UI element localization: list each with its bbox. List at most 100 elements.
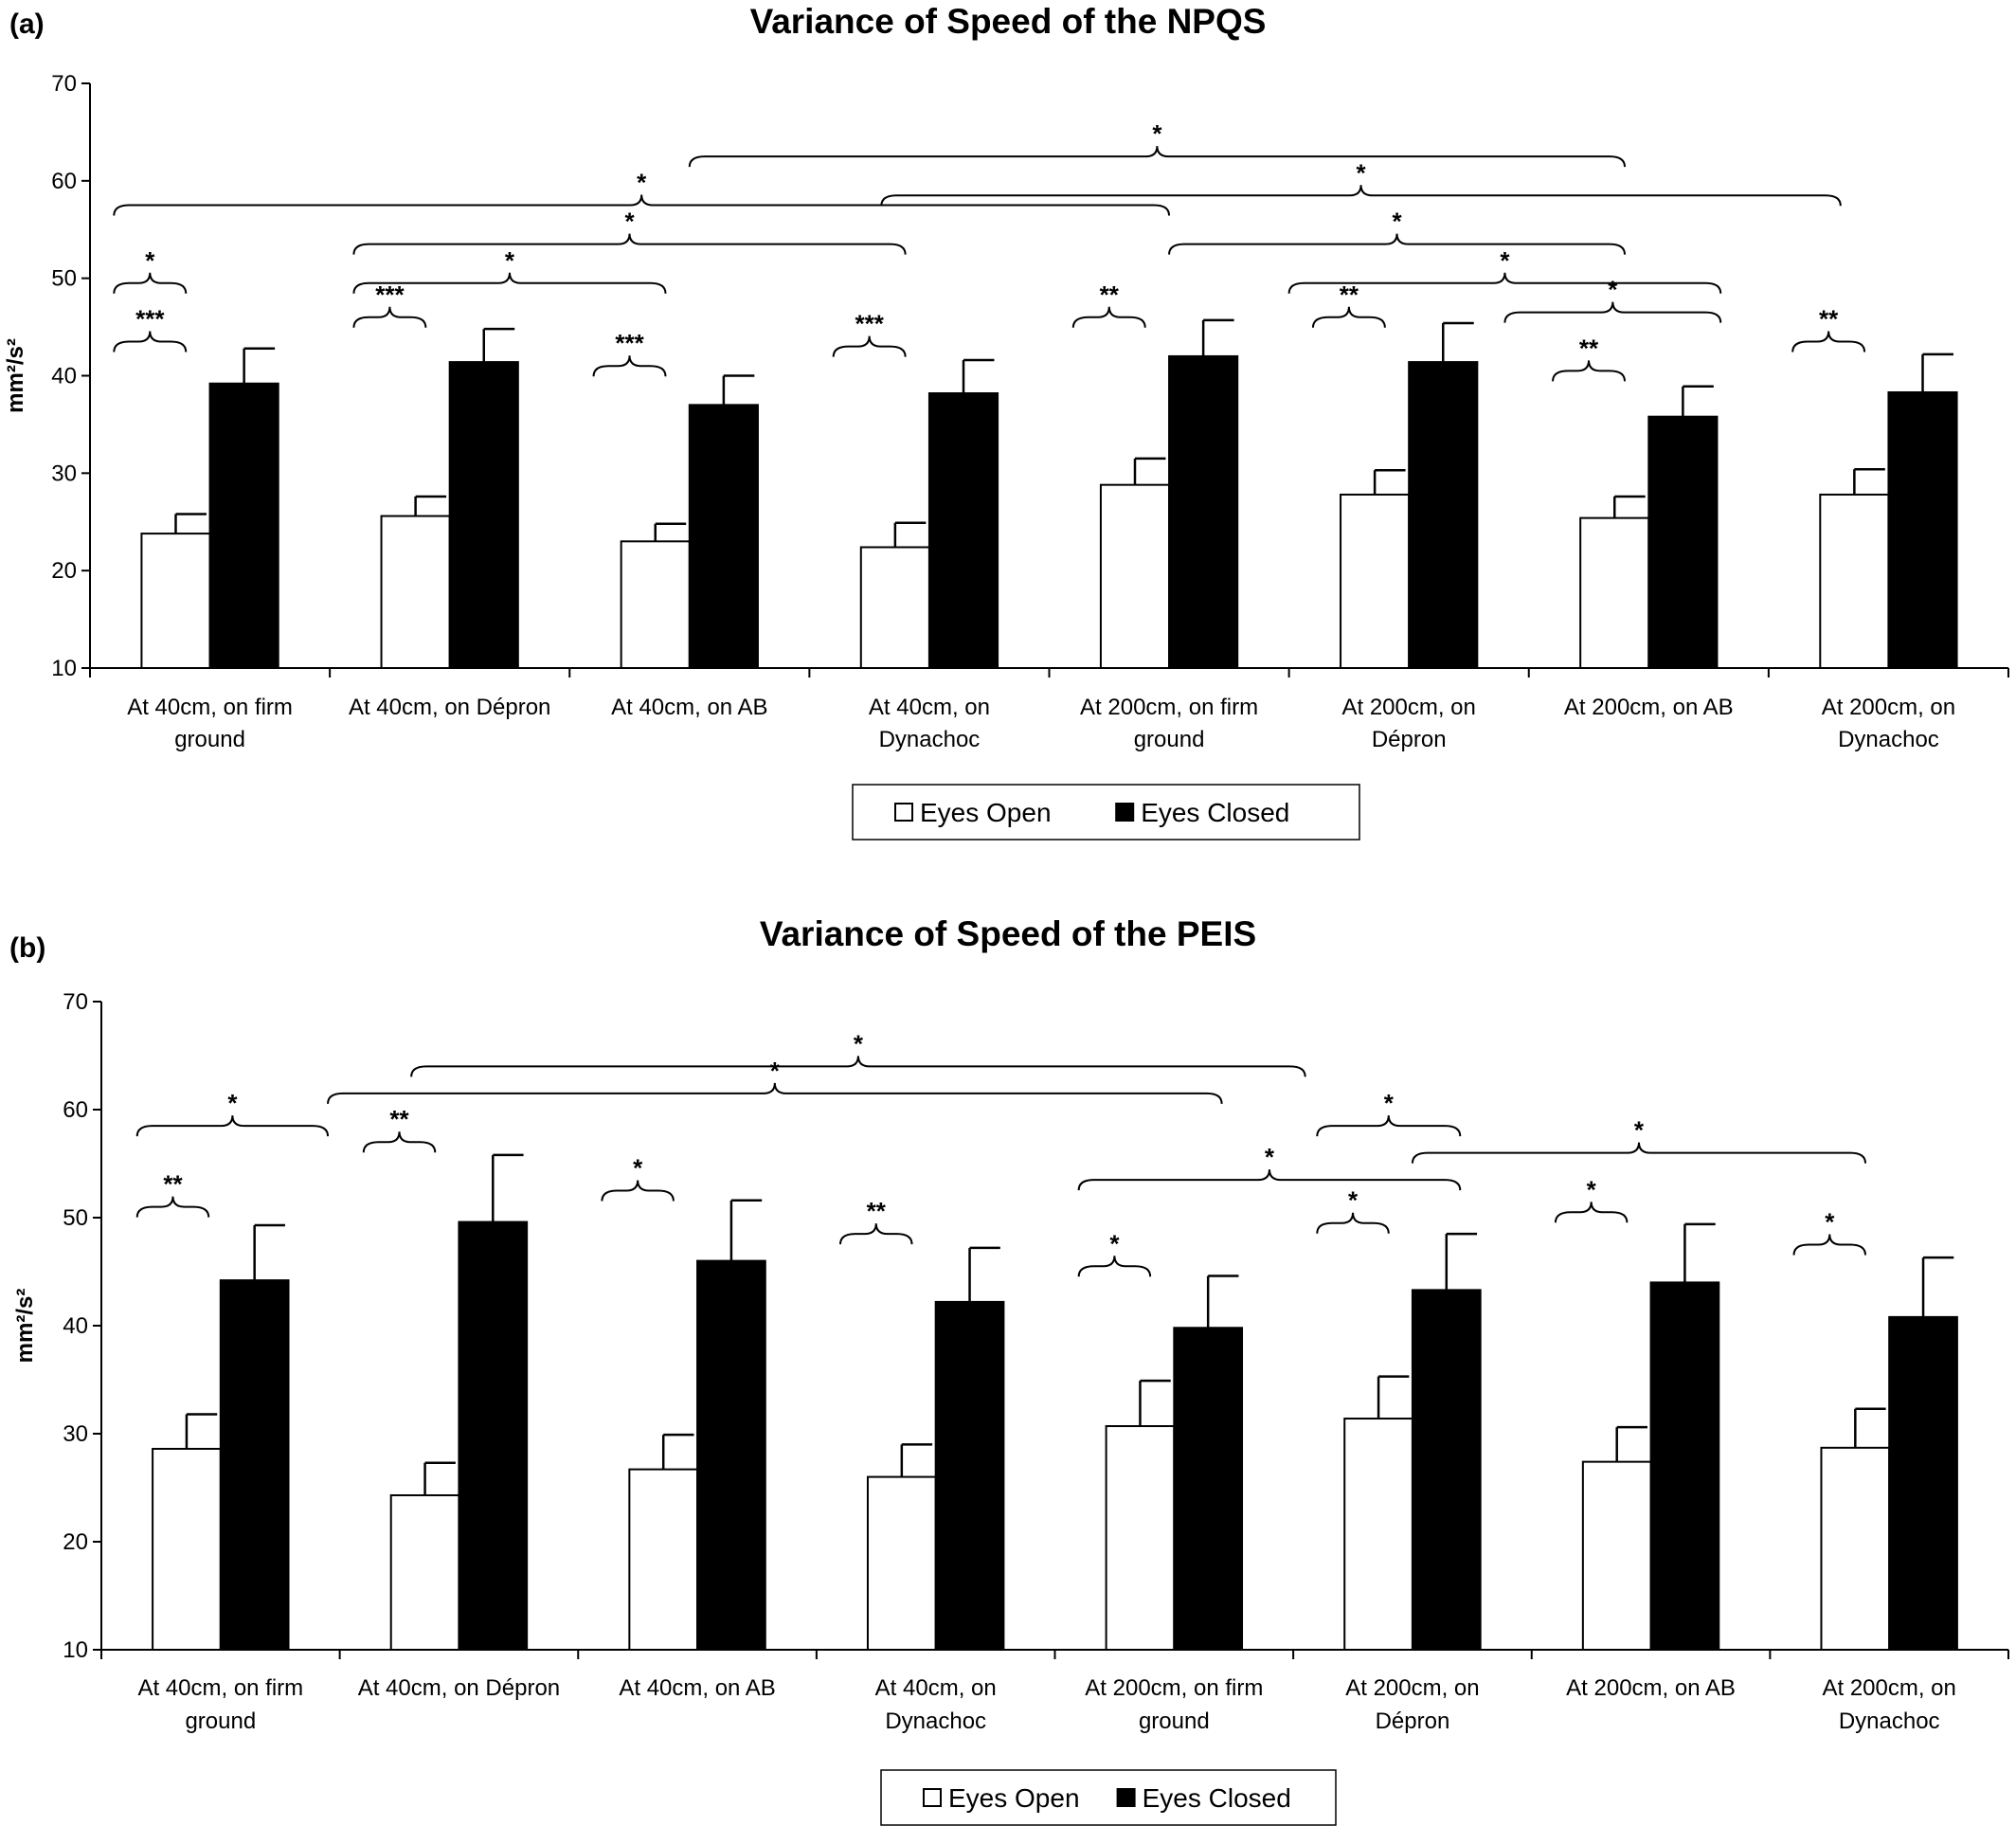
bar-eyes-open [1581,1460,1652,1652]
significance-bracket [1552,360,1626,382]
x-category-label: Dépron [1372,727,1447,752]
significance-marker: ** [163,1170,183,1199]
significance-marker: ** [389,1105,409,1133]
significance-bracket [327,1082,1223,1104]
x-category-label: At 200cm, on [1822,695,1955,720]
significance-marker: * [145,246,155,275]
bar-eyes-closed [1168,354,1239,669]
y-tick-label: 50 [63,1205,88,1231]
y-tick-label: 60 [51,169,77,194]
legend-swatch-eyes-open [923,1788,942,1807]
significance-bracket [410,1056,1306,1077]
significance-bracket [1503,301,1722,323]
legend-label: Eyes Closed [1141,798,1289,827]
panel-label: (a) [9,9,45,40]
significance-bracket [1316,1212,1390,1234]
x-category-label: Dynachoc [879,727,981,752]
significance-marker: ** [1340,280,1359,309]
bar-eyes-closed [696,1259,766,1651]
significance-bracket [113,331,188,353]
chart-title: Variance of Speed of the PEIS [760,914,1256,953]
y-tick-label: 70 [51,71,77,97]
x-category-label: Dépron [1376,1708,1450,1734]
significance-bracket [1411,1142,1867,1164]
y-tick-label: 70 [63,989,88,1015]
y-axis-label: mm²/s² [3,338,28,413]
significance-marker: ** [1819,305,1839,334]
x-category-label: Dynachoc [1839,1708,1940,1734]
significance-marker: * [1825,1208,1835,1237]
bar-eyes-open [1099,483,1171,669]
legend-label: Eyes Closed [1143,1783,1291,1813]
significance-bracket [362,1131,437,1153]
significance-bracket [1791,331,1866,353]
significance-bracket [1071,306,1146,328]
x-category-label: At 40cm, on AB [611,695,767,720]
bar-eyes-closed [1888,1315,1958,1651]
legend-label: Eyes Open [920,798,1052,827]
significance-bracket [352,306,427,328]
significance-marker: * [770,1057,781,1085]
significance-marker: *** [375,280,405,309]
bar-eyes-open [1340,493,1411,669]
x-category-label: At 40cm, on [875,1675,997,1701]
bar-eyes-open [152,1447,222,1651]
significance-marker: * [1357,158,1367,187]
legend-swatch-eyes-closed [1116,1788,1136,1807]
significance-bracket [832,335,907,357]
bar-eyes-open [1343,1418,1413,1652]
significance-marker: * [633,1154,643,1183]
x-category-label: At 200cm, on [1345,1675,1479,1701]
y-tick-label: 30 [51,461,77,486]
bar-eyes-open [1819,493,1890,669]
legend-swatch-eyes-open [894,803,913,822]
x-category-label: At 40cm, on AB [619,1675,775,1701]
significance-marker: * [1634,1116,1645,1145]
chart-title: Variance of Speed of the NPQS [750,2,1267,41]
significance-marker: * [1384,1089,1395,1117]
significance-marker: * [624,208,635,236]
y-tick-label: 30 [63,1421,88,1447]
x-category-label: At 200cm, on firm [1080,695,1258,720]
significance-bracket [1077,1256,1152,1277]
significance-bracket [135,1115,330,1137]
x-category-label: Dynachoc [1838,727,1939,752]
legend: Eyes Open Eyes Closed [852,784,1360,841]
significance-marker: ** [867,1197,887,1225]
x-category-label: At 200cm, on AB [1564,695,1734,720]
y-tick-label: 40 [63,1313,88,1339]
significance-bracket [688,146,1626,168]
significance-marker: *** [855,310,884,338]
y-tick-label: 20 [51,558,77,584]
significance-bracket [839,1223,913,1245]
significance-marker: * [1348,1186,1359,1215]
significance-marker: *** [135,305,165,334]
significance-bracket [1311,306,1386,328]
bar-eyes-closed [208,382,279,669]
x-category-label: At 200cm, on [1341,695,1475,720]
x-category-label: At 40cm, on [869,695,990,720]
bar-eyes-open [1820,1446,1891,1651]
bar-eyes-closed [688,404,759,669]
bar-eyes-open [620,540,691,669]
y-tick-label: 40 [51,364,77,389]
significance-bracket [113,194,1171,216]
bar-eyes-open [140,533,211,670]
chart-panel-2: (b) Variance of Speed of the PEIS mm²/s² 10… [9,914,2009,1826]
bar-eyes-closed [934,1300,1005,1652]
significance-marker: * [637,169,647,197]
significance-bracket [1168,233,1626,255]
bar-eyes-open [1579,516,1650,669]
bar-eyes-closed [458,1220,529,1652]
bar-eyes-closed [1173,1327,1244,1652]
x-category-label: ground [174,727,245,752]
x-category-label: Dynachoc [885,1708,986,1734]
significance-marker: * [1608,276,1618,304]
significance-marker: *** [615,329,644,357]
bar-eyes-open [628,1468,699,1651]
significance-bracket [1077,1169,1462,1191]
bar-eyes-open [859,546,930,670]
x-category-label: At 200cm, on [1822,1675,1955,1701]
bar-eyes-closed [448,361,519,669]
